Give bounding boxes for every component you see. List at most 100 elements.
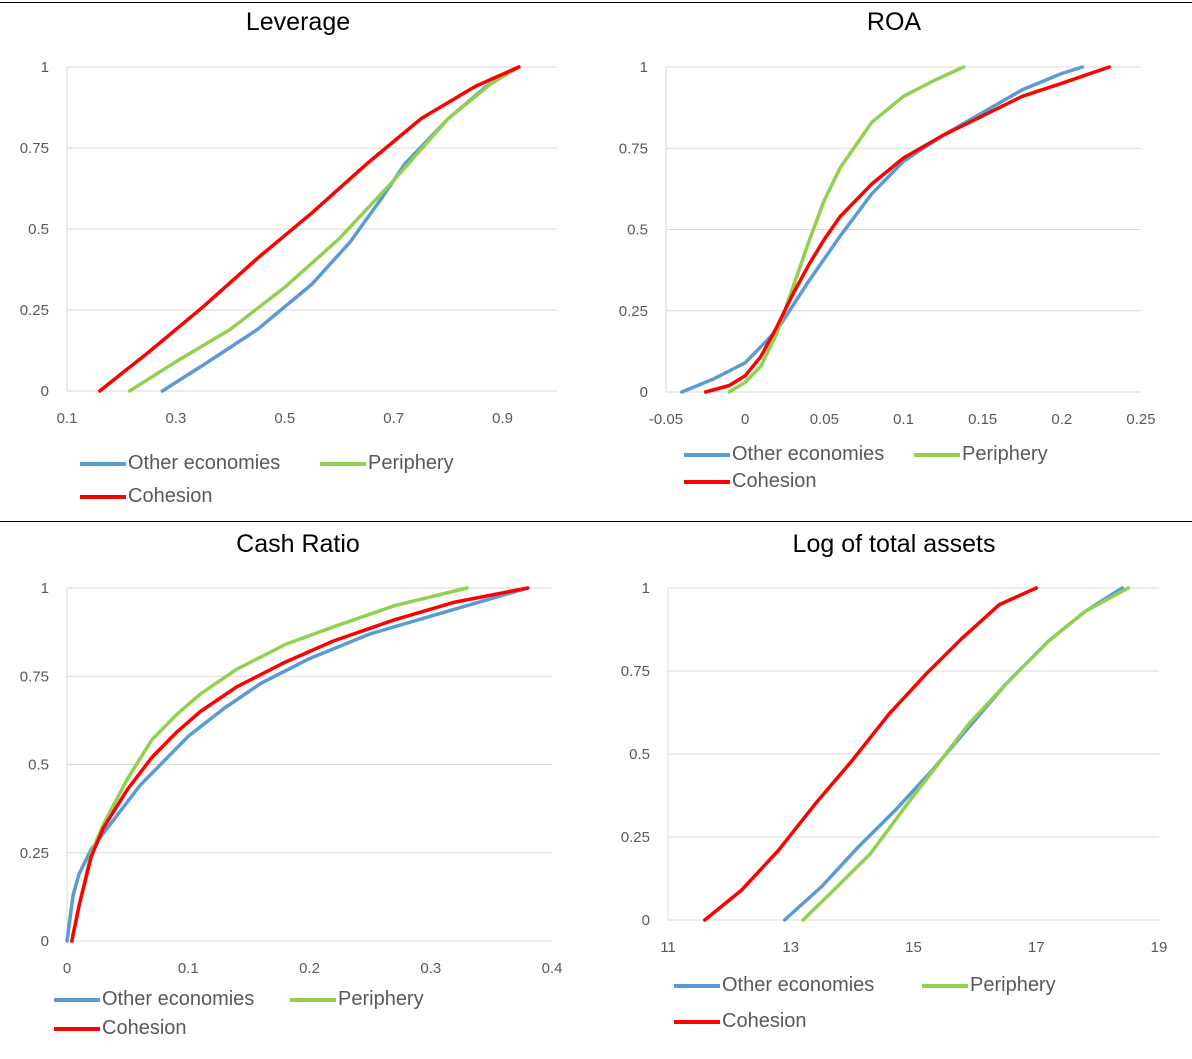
legend-swatch-periphery — [914, 452, 960, 457]
y-tick-label: 0.25 — [20, 302, 49, 319]
x-tick-label: 0.5 — [274, 410, 295, 427]
legend-label-cohesion: Cohesion — [102, 1017, 187, 1039]
x-tick-label: 0.4 — [542, 960, 563, 977]
x-tick-label: 0.3 — [420, 960, 441, 977]
x-tick-label: 0.9 — [492, 410, 513, 427]
chart-title: Cash Ratio — [236, 530, 360, 558]
legend-item-cohesion: Cohesion — [54, 1017, 187, 1040]
y-tick-label: 1 — [640, 59, 648, 76]
x-tick-label: 11 — [660, 939, 676, 956]
x-tick-label: -0.05 — [649, 411, 683, 428]
top-rule — [0, 2, 1192, 3]
legend-item-periphery: Periphery — [290, 988, 424, 1011]
legend-label-periphery: Periphery — [338, 988, 424, 1010]
x-tick-label: 19 — [1151, 939, 1168, 956]
legend-swatch-other — [80, 461, 126, 466]
y-tick-label: 0.25 — [621, 829, 650, 846]
chart-title: ROA — [866, 8, 922, 36]
legend-swatch-other — [684, 452, 730, 457]
series-line-cohesion — [703, 65, 1112, 394]
x-tick-label: 13 — [782, 939, 799, 956]
y-tick-label: 0 — [640, 384, 648, 401]
y-tick-label: 1 — [41, 580, 49, 597]
x-tick-label: 0.7 — [383, 410, 404, 427]
legend-swatch-other — [54, 997, 100, 1002]
x-tick-label: 0.2 — [1051, 411, 1072, 428]
x-tick-label: 17 — [1028, 939, 1045, 956]
y-tick-label: 0 — [41, 383, 49, 400]
x-tick-label: 0.1 — [893, 411, 914, 428]
legend-item-other: Other economies — [54, 988, 254, 1011]
legend-label-other: Other economies — [128, 452, 281, 474]
y-tick-label: 0.25 — [20, 845, 49, 862]
panel-log-total-assets: Log of total assets 0 0.25 0.5 0.75 1 11 13 15 1… — [596, 522, 1192, 1059]
legend-label-periphery: Periphery — [970, 974, 1056, 996]
series-line-periphery — [727, 65, 966, 394]
y-tick-label: 0.75 — [20, 140, 49, 157]
legend-item-other: Other economies — [80, 452, 280, 475]
legend-item-cohesion: Cohesion — [684, 470, 817, 493]
y-tick-label: 0.5 — [28, 221, 49, 238]
panel-cash-ratio: Cash Ratio 0 0.25 0.5 0.75 1 0 0.1 0.2 0.3 0.4 Ot… — [0, 522, 596, 1059]
x-tick-label: 0.2 — [299, 960, 320, 977]
legend-label-other: Other economies — [102, 988, 255, 1010]
legend-swatch-periphery — [320, 461, 366, 466]
legend-label-other: Other economies — [732, 443, 885, 465]
y-tick-label: 0.75 — [621, 663, 650, 680]
x-tick-label: 0.05 — [810, 411, 839, 428]
legend-label-cohesion: Cohesion — [722, 1010, 807, 1032]
chart-plot: 0 0.25 0.5 0.75 1 0 0.1 0.2 0.3 0.4 — [20, 580, 563, 977]
x-tick-label: 0 — [63, 960, 71, 977]
legend-swatch-periphery — [922, 983, 968, 988]
x-tick-label: 0.3 — [165, 410, 186, 427]
legend-swatch-other — [674, 983, 720, 988]
series-line-cohesion — [703, 586, 1039, 922]
legend-label-periphery: Periphery — [368, 452, 454, 474]
series-line-other — [65, 586, 530, 943]
x-tick-label: 0.1 — [57, 410, 78, 427]
series-line-other — [680, 65, 1085, 394]
legend-label-other: Other economies — [722, 974, 875, 996]
chart-title: Log of total assets — [792, 530, 996, 558]
series-line-periphery — [127, 65, 521, 393]
legend-item-other: Other economies — [684, 443, 884, 466]
legend-label-cohesion: Cohesion — [732, 470, 817, 492]
y-tick-label: 0.5 — [629, 746, 650, 763]
legend-item-cohesion: Cohesion — [80, 485, 213, 508]
x-tick-label: 15 — [905, 939, 922, 956]
y-tick-label: 1 — [41, 59, 49, 76]
series-line-periphery — [801, 586, 1131, 922]
y-tick-label: 0 — [41, 933, 49, 950]
legend-item-periphery: Periphery — [320, 452, 454, 475]
series-line-cohesion — [97, 65, 521, 393]
y-tick-label: 0.5 — [28, 757, 49, 774]
legend-item-periphery: Periphery — [922, 974, 1056, 997]
y-tick-label: 0.75 — [619, 140, 648, 157]
x-tick-label: 0.25 — [1126, 411, 1155, 428]
x-tick-label: 0.15 — [968, 411, 997, 428]
y-tick-label: 0.25 — [619, 303, 648, 320]
middle-rule — [0, 521, 1192, 522]
legend-swatch-cohesion — [684, 479, 730, 484]
panel-leverage: Leverage 0 0.25 0.5 0.75 1 0.1 0.3 0.5 0.7 0.9 Ot… — [0, 0, 596, 520]
chart-plot: 00.250.50.751-0.05 0 0.05 0.1 0.15 0.2 0.25 — [619, 59, 1156, 428]
y-tick-label: 0.5 — [627, 222, 648, 239]
legend-swatch-cohesion — [54, 1026, 100, 1031]
chart-plot: 0 0.25 0.5 0.75 1 0.1 0.3 0.5 0.7 0.9 — [20, 59, 557, 427]
series-line-cohesion — [70, 586, 530, 943]
legend-swatch-cohesion — [674, 1019, 720, 1024]
legend-item-periphery: Periphery — [914, 443, 1048, 466]
legend-label-cohesion: Cohesion — [128, 485, 213, 507]
panel-roa: ROA 0 0.25 0.5 0.75 1 -0.05 0 0.05 0.1 0.15 0.2 0.2… — [596, 0, 1192, 520]
x-tick-label: 0 — [741, 411, 749, 428]
legend-label-periphery: Periphery — [962, 443, 1048, 465]
y-tick-label: 0.75 — [20, 668, 49, 685]
chart-title: Leverage — [245, 8, 351, 36]
legend-item-other: Other economies — [674, 974, 874, 997]
y-tick-label: 1 — [642, 580, 650, 597]
legend-swatch-periphery — [290, 997, 336, 1002]
x-tick-label: 0.1 — [178, 960, 199, 977]
legend-swatch-cohesion — [80, 494, 126, 499]
y-tick-label: 0 — [642, 912, 650, 929]
